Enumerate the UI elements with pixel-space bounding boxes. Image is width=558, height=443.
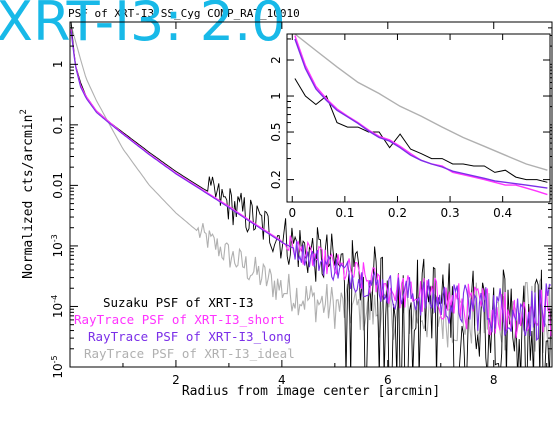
main-y-tick-label: 10-4: [50, 295, 65, 318]
main-y-tick-label-group: 10-3: [50, 234, 65, 257]
inset-x-tick-label: 0.4: [493, 206, 512, 220]
inset-x-tick-label: 0.3: [441, 206, 460, 220]
main-y-tick-label-base: 1: [51, 60, 65, 68]
inset-y-ticks: 2 1 0.5 0.2: [269, 38, 550, 189]
legend-entry: RayTrace PSF of XRT-I3_long: [88, 329, 291, 344]
overlay-heading: XRT-I3: 2.0: [0, 0, 286, 53]
inset-x-tick-label: 0.1: [335, 206, 354, 220]
inset-y-tick-label-group: 0.2: [269, 170, 283, 189]
inset-series-line-raytrace-psf-of-xrt-i3-ideal: [294, 34, 548, 171]
inset-series-lines: [294, 34, 548, 196]
inset-series-line-suzaku-psf-of-xrt-i3: [294, 78, 548, 183]
main-series-line-raytrace-psf-of-xrt-i3-ideal: [70, 24, 552, 354]
main-x-tick-label: 8: [490, 373, 498, 387]
legend-entry: RayTrace PSF of XRT-I3_short: [74, 312, 285, 327]
x-axis-label: Radius from image center [arcmin]: [182, 384, 440, 399]
main-y-tick-label-base: 10: [51, 363, 65, 378]
y-axis-label: Normalized cts/arcmin2: [19, 109, 36, 279]
legend-entry: Suzaku PSF of XRT-I3: [103, 295, 254, 310]
main-y-tick-label-exponent: -3: [50, 234, 59, 242]
main-y-tick-label-base: 10: [51, 242, 65, 257]
main-y-tick-label: 10-5: [50, 355, 65, 378]
inset-y-tick-label-group: 0.5: [269, 122, 283, 141]
main-y-tick-label-group: 10-5: [50, 355, 65, 378]
legend: Suzaku PSF of XRT-I3 RayTrace PSF of XRT-…: [74, 295, 295, 361]
legend-entry: RayTrace PSF of XRT-I3_ideal: [84, 346, 295, 361]
main-y-tick-label-base: 0.01: [51, 172, 65, 199]
inset-y-tick-label: 0.2: [269, 170, 283, 189]
main-y-tick-label-group: 10-4: [50, 295, 65, 318]
main-y-tick-label-base: 0.1: [51, 115, 65, 134]
main-series-line-raytrace-psf-of-xrt-i3-long: [70, 31, 552, 342]
inset-y-tick-label: 1: [269, 92, 283, 100]
chart-title: PSF of XRT-I3 SS_Cyg COMP_RAT_10010: [68, 7, 300, 20]
main-y-tick-label-base: 10: [51, 303, 65, 318]
main-y-tick-label: 0.1: [51, 115, 65, 134]
main-y-tick-label: 0.01: [51, 172, 65, 199]
main-x-ticks: 2 4 6 8: [122, 22, 548, 387]
inset-y-tick-label: 2: [269, 56, 283, 64]
inset-y-tick-label-group: 2: [269, 56, 283, 64]
inset-y-tick-label: 0.5: [269, 122, 283, 141]
main-y-tick-label-exponent: -4: [50, 295, 59, 303]
inset-y-tick-label-group: 1: [269, 92, 283, 100]
main-y-tick-label-group: 0.1: [51, 115, 65, 134]
main-y-tick-label-exponent: -5: [50, 355, 59, 363]
main-x-tick-label: 6: [384, 373, 392, 387]
main-y-tick-label: 1: [51, 60, 65, 68]
main-x-tick-label: 2: [172, 373, 180, 387]
inset-x-ticks: 0 0.1 0.2 0.3 0.4: [288, 34, 512, 220]
main-x-tick-label: 4: [278, 373, 286, 387]
main-series-line-raytrace-psf-of-xrt-i3-short: [70, 29, 552, 339]
main-series-lines: [70, 22, 552, 367]
inset-x-tick-label: 0.2: [388, 206, 407, 220]
y-axis-label-exponent: 2: [19, 109, 29, 114]
y-axis-label-base: Normalized cts/arcmin: [21, 115, 36, 279]
main-y-tick-label: 10-3: [50, 234, 65, 257]
inset-x-tick-label: 0: [288, 206, 296, 220]
main-y-tick-label-group: 0.01: [51, 172, 65, 199]
main-y-tick-label-group: 1: [51, 60, 65, 68]
inset-frame: [286, 33, 551, 203]
inset-plot-area: 0 0.1 0.2 0.3 0.4 2 1 0.5 0.2: [269, 33, 551, 220]
inset-series-line-raytrace-psf-of-xrt-i3-long: [294, 38, 548, 189]
y-axis-label-group: Normalized cts/arcmin2: [19, 109, 36, 279]
